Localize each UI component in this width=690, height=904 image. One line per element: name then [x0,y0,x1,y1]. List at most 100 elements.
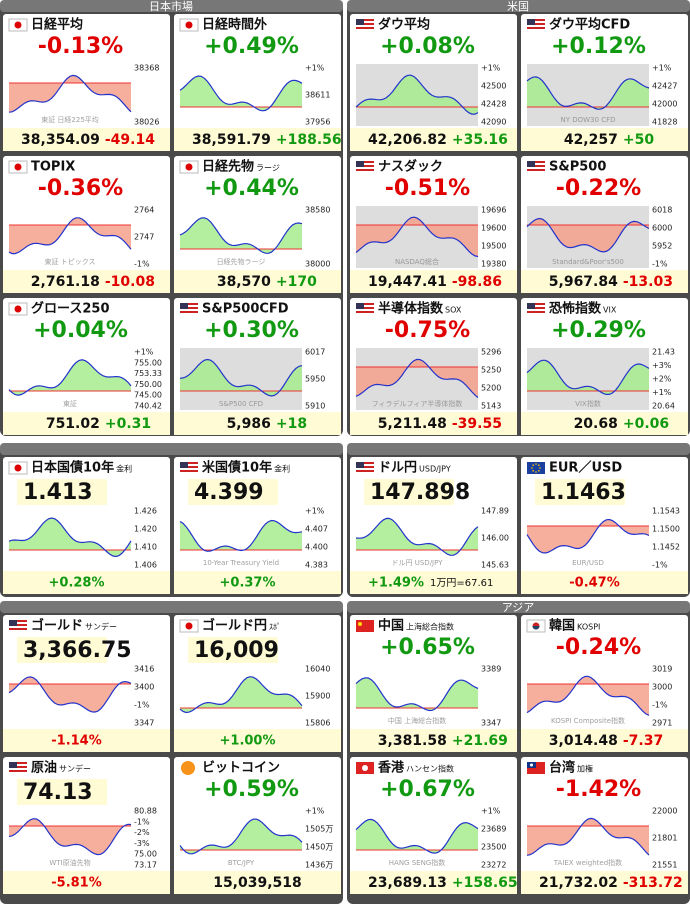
flag-part [9,762,17,768]
price-diff: -98.86 [452,274,502,290]
change-percent: +0.37% [220,576,276,591]
price-bar [521,270,688,293]
tile[interactable]: EUR／USD EUR/USD 1.1543 1.1500 1.1452 -1% 1.146… [521,457,688,594]
change-percent: +0.04% [33,318,128,343]
sparkline [179,519,303,552]
tile[interactable]: ゴールド サンデー 3416 3400 -1% 3347 3,366.75 -1.14% [3,615,170,752]
sparkline [526,817,650,856]
price-diff: -39.55 [452,416,502,432]
axis-label: 740.42 [134,402,162,411]
axis-label: 1.1452 [652,543,680,552]
axis-label: 3389 [481,665,501,674]
tile[interactable]: ダウ平均CFD NY DOW30 CFD +1% 42427 42000 41828 +0.… [521,14,688,151]
chart-watermark: WTI原油先物 [49,858,90,867]
price-diff: +0.31 [105,416,151,432]
tile[interactable]: ゴールド円 ｽﾎﾟ 16040 15900 15806 16,009 +1.00% [174,615,341,752]
flag-part [527,29,545,31]
sparkline [179,358,303,397]
price-bar [350,729,517,752]
axis-label: 15900 [305,692,330,701]
chart-fill [180,76,302,111]
price-bar [521,871,688,894]
price-diff: +158.65 [452,875,518,891]
axis-label: 6017 [305,348,325,357]
tile[interactable]: 米国債10年 金利 10-Year Treasury Yield +1% 4.407 4.… [174,457,341,594]
flag-icon [181,761,195,775]
flag-part [532,464,534,466]
axis-label: -1% [134,260,150,269]
tile[interactable]: 香港 ハンセン指数 HANG SENG指数 +1% 23689 23500 23272 +0.… [350,757,518,894]
flag-part [535,471,537,473]
tile-name: グロース250 [31,301,110,317]
flag-part [356,462,374,464]
flag-part [14,163,22,171]
axis-label: 1436万 [305,861,333,870]
tile[interactable]: ナスダック NASDAQ総合 19696 19600 19500 19380 -0.51% 1… [350,156,517,293]
flag-part [356,311,374,313]
price-diff: +0.06 [623,416,669,432]
value-bg [535,479,625,505]
chart-watermark: ドル円 USD/JPY [392,559,444,567]
chart-watermark: NASDAQ総合 [395,257,439,266]
tile-sub: SOX [445,306,462,315]
price-bar [521,128,688,151]
flag-part [527,19,545,21]
flag-part [9,620,17,626]
value-bg [17,779,107,805]
price: 5,986 [227,416,271,432]
flag-part [356,468,374,470]
tile[interactable]: 原油 サンデー WTI原油先物 80.88-1% -2% -3% 75.00 73.17 74.… [3,757,170,894]
axis-label: 2971 [652,719,672,728]
flag-part [9,772,27,774]
tile[interactable]: 恐怖指数 VIX VIX指数 21.43 +3% +2% +1% 20.64 +0.29% 20.… [521,298,688,435]
axis-label: 6018 [652,206,672,215]
tile[interactable]: 日経時間外 +1% 38611 37956 +0.49% 38,591.79 +188.56 [174,14,342,151]
flag-part [527,19,535,25]
axis-label: 5296 [481,348,501,357]
chart-watermark: NY DOW30 CFD [561,116,616,124]
tile-name: S&P500CFD [202,302,289,317]
tile[interactable]: S&P500 Standard&Poor's500 6018 6000 5952 -1% -… [521,156,688,293]
value: 1.1463 [541,480,626,505]
value-bg [17,637,107,663]
change-percent: -0.13% [38,34,123,59]
tile-name: ビットコイン [202,760,280,776]
chart-watermark: 東証 日経225平均 [41,115,99,124]
tile[interactable]: 台湾 加権 TAIEX weighted指数 22000 21801 21551 -1.42… [521,757,688,894]
axis-label: 5200 [481,384,501,393]
axis-label: +1% [134,348,154,357]
flag-icon [8,18,28,32]
flag-part [356,472,374,474]
tile-name: ゴールド円 [202,618,267,634]
flag-part [356,25,374,27]
flag-icon [356,620,374,632]
axis-label: 75.00 [134,850,157,859]
tile-sub: ｽﾎﾟ [269,623,281,632]
axis-label: 3400 [134,683,154,692]
flag-border [8,18,28,32]
axis-label: 146.00 [481,534,509,543]
flag-icon [179,18,199,32]
chart-fill [356,677,478,711]
chart-watermark: 日経先物ラージ [217,257,266,266]
tile[interactable]: 韓国 KOSPI KOSPI Composite指数 3019 3000 -1% 2971 -… [521,615,688,752]
tile[interactable]: ドル円 USD/JPY ドル円 USD/JPY 147.89 146.00 145.63 1… [350,457,517,594]
price-bar [3,412,170,435]
flag-part [538,470,540,472]
tile[interactable]: ビットコイン BTC/JPY +1% 1505万 1450万 1436万 +0.59% 15,… [174,757,341,894]
tile[interactable]: 日本国債10年 金利 1.426 1.420 1.410 1.406 1.413 +0.28% [3,457,170,594]
chart-fill [180,217,302,254]
tile[interactable]: TOPIX 東証 トピックス 2764 2747 -1% -0.36% 2,761.18 -1… [3,156,170,293]
flag-border [8,302,28,316]
tile[interactable]: グロース250 東証 +1%755.00 753.33 750.00 745.00 740.… [3,298,170,435]
sparkline [179,217,303,254]
flag-icon [527,462,545,474]
tile[interactable]: ダウ平均 +1% 42500 42428 42090 +0.08% 42,206.82 +35… [350,14,517,151]
flag-part [356,161,374,163]
flag-part [9,630,27,632]
tile[interactable]: 半導体指数 SOX フィラデルフィア半導体指数 5296 5250 5200 5143 -0.… [350,298,517,435]
tile[interactable]: S&P500CFD S&P500 CFD 6017 5950 5910 +0.30% 5,9… [174,298,341,435]
